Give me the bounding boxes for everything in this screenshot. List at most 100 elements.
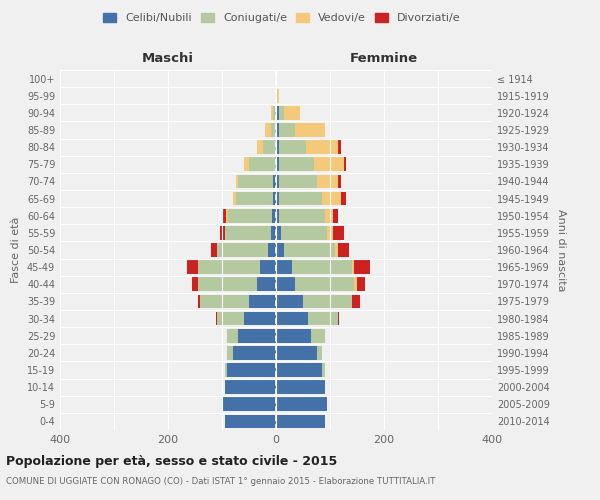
- Bar: [352, 294, 360, 308]
- Bar: [338, 140, 341, 154]
- Text: Femmine: Femmine: [350, 52, 418, 65]
- Bar: [276, 89, 278, 102]
- Bar: [354, 260, 370, 274]
- Bar: [278, 158, 314, 171]
- Bar: [306, 140, 338, 154]
- Bar: [274, 106, 276, 120]
- Bar: [352, 260, 354, 274]
- Bar: [276, 346, 317, 360]
- Bar: [198, 278, 257, 291]
- Bar: [278, 140, 306, 154]
- Bar: [274, 192, 276, 205]
- Bar: [215, 312, 217, 326]
- Bar: [325, 209, 333, 222]
- Bar: [278, 192, 322, 205]
- Bar: [338, 243, 349, 257]
- Bar: [276, 72, 277, 86]
- Bar: [268, 243, 276, 257]
- Bar: [276, 123, 278, 137]
- Bar: [223, 209, 226, 222]
- Bar: [281, 226, 328, 239]
- Bar: [222, 398, 276, 411]
- Bar: [235, 192, 274, 205]
- Bar: [295, 278, 354, 291]
- Legend: Celibi/Nubili, Coniugati/e, Vedovi/e, Divorziati/e: Celibi/Nubili, Coniugati/e, Vedovi/e, Di…: [99, 8, 465, 28]
- Bar: [225, 380, 276, 394]
- Bar: [328, 226, 332, 239]
- Bar: [271, 106, 274, 120]
- Bar: [271, 226, 276, 239]
- Bar: [187, 260, 198, 274]
- Bar: [249, 158, 276, 171]
- Bar: [338, 174, 341, 188]
- Bar: [272, 209, 276, 222]
- Bar: [276, 329, 311, 342]
- Bar: [229, 209, 272, 222]
- Bar: [225, 363, 227, 377]
- Bar: [198, 260, 260, 274]
- Bar: [226, 209, 229, 222]
- Bar: [343, 158, 346, 171]
- Bar: [278, 174, 317, 188]
- Bar: [211, 243, 217, 257]
- Bar: [200, 294, 249, 308]
- Bar: [220, 226, 225, 239]
- Bar: [274, 174, 276, 188]
- Y-axis label: Fasce di età: Fasce di età: [11, 217, 21, 283]
- Bar: [276, 398, 328, 411]
- Bar: [263, 140, 276, 154]
- Bar: [276, 106, 278, 120]
- Bar: [338, 312, 339, 326]
- Bar: [198, 294, 200, 308]
- Bar: [238, 174, 274, 188]
- Bar: [276, 260, 292, 274]
- Bar: [317, 174, 338, 188]
- Bar: [249, 294, 276, 308]
- Bar: [227, 329, 238, 342]
- Bar: [235, 174, 238, 188]
- Bar: [276, 363, 322, 377]
- Bar: [276, 243, 284, 257]
- Bar: [284, 106, 301, 120]
- Bar: [276, 226, 281, 239]
- Text: COMUNE DI UGGIATE CON RONAGO (CO) - Dati ISTAT 1° gennaio 2015 - Elaborazione TU: COMUNE DI UGGIATE CON RONAGO (CO) - Dati…: [6, 478, 436, 486]
- Bar: [227, 363, 276, 377]
- Bar: [276, 312, 308, 326]
- Bar: [354, 278, 357, 291]
- Bar: [225, 414, 276, 428]
- Bar: [314, 158, 343, 171]
- Bar: [217, 312, 244, 326]
- Bar: [233, 192, 235, 205]
- Bar: [284, 243, 335, 257]
- Bar: [265, 123, 271, 137]
- Bar: [276, 278, 295, 291]
- Bar: [276, 209, 278, 222]
- Bar: [225, 226, 271, 239]
- Bar: [308, 312, 338, 326]
- Bar: [295, 123, 325, 137]
- Bar: [322, 192, 341, 205]
- Bar: [217, 243, 268, 257]
- Bar: [311, 329, 325, 342]
- Bar: [292, 260, 352, 274]
- Bar: [317, 346, 322, 360]
- Bar: [233, 346, 276, 360]
- Y-axis label: Anni di nascita: Anni di nascita: [556, 209, 566, 291]
- Bar: [276, 380, 325, 394]
- Bar: [278, 123, 295, 137]
- Bar: [341, 192, 346, 205]
- Bar: [238, 329, 276, 342]
- Bar: [357, 278, 365, 291]
- Bar: [322, 363, 325, 377]
- Bar: [276, 140, 278, 154]
- Bar: [276, 414, 325, 428]
- Bar: [278, 106, 284, 120]
- Bar: [257, 140, 263, 154]
- Bar: [332, 209, 338, 222]
- Text: Maschi: Maschi: [142, 52, 194, 65]
- Bar: [257, 278, 276, 291]
- Bar: [193, 278, 198, 291]
- Bar: [227, 346, 233, 360]
- Bar: [276, 192, 278, 205]
- Bar: [332, 226, 343, 239]
